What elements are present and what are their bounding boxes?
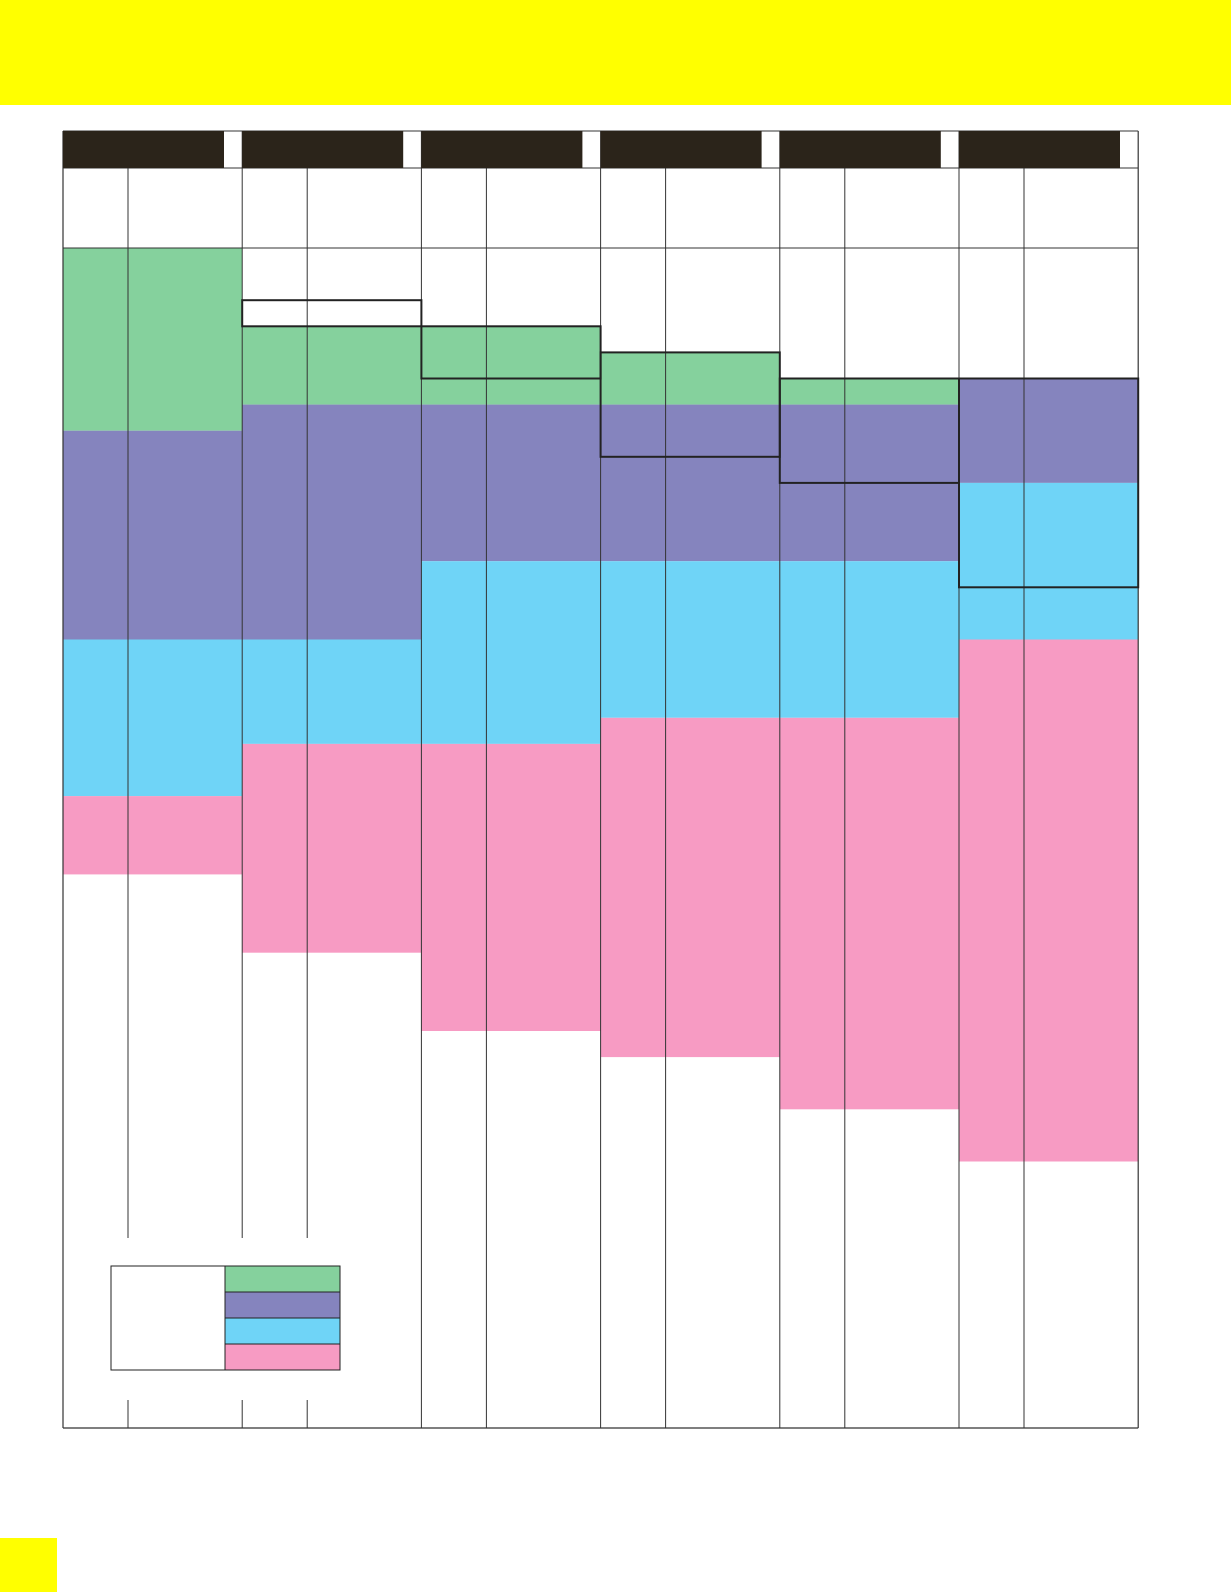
band-3-4 — [421, 743, 601, 1031]
column-header-bar-6 — [959, 131, 1120, 168]
column-header-bar-5 — [779, 131, 941, 168]
legend-swatch-4 — [224, 1343, 341, 1371]
band-1-3 — [63, 639, 243, 797]
top-banner — [0, 0, 1231, 105]
legend-swatch-2 — [224, 1291, 341, 1319]
band-1-4 — [63, 796, 243, 875]
highlight-box-2-1 — [241, 299, 423, 328]
band-2-4 — [242, 743, 422, 953]
band-6-3 — [959, 482, 1139, 640]
band-4-2 — [600, 404, 780, 562]
band-4-3 — [600, 561, 780, 718]
band-6-2 — [959, 378, 1139, 483]
band-2-2 — [242, 404, 422, 640]
band-1-1 — [63, 248, 243, 431]
band-4-1 — [600, 352, 780, 405]
band-5-1 — [779, 378, 959, 405]
band-2-3 — [242, 639, 422, 744]
band-2-1 — [242, 326, 422, 405]
band-4-4 — [600, 717, 780, 1058]
band-1-2 — [63, 430, 243, 640]
legend-swatch-1 — [224, 1265, 341, 1293]
band-6-4 — [959, 639, 1139, 1162]
column-header-bar-3 — [421, 131, 583, 168]
band-3-3 — [421, 561, 601, 744]
column-header-bar-2 — [242, 131, 404, 168]
band-5-3 — [779, 561, 959, 718]
highlight-box-6-1 — [958, 377, 1140, 589]
legend-swatch-3 — [224, 1317, 341, 1345]
band-3-1 — [421, 326, 601, 405]
column-header-bar-1 — [63, 131, 224, 168]
column-header-bar-4 — [600, 131, 762, 168]
band-5-4 — [779, 717, 959, 1110]
corner-tab — [0, 1538, 57, 1592]
band-3-2 — [421, 404, 601, 562]
